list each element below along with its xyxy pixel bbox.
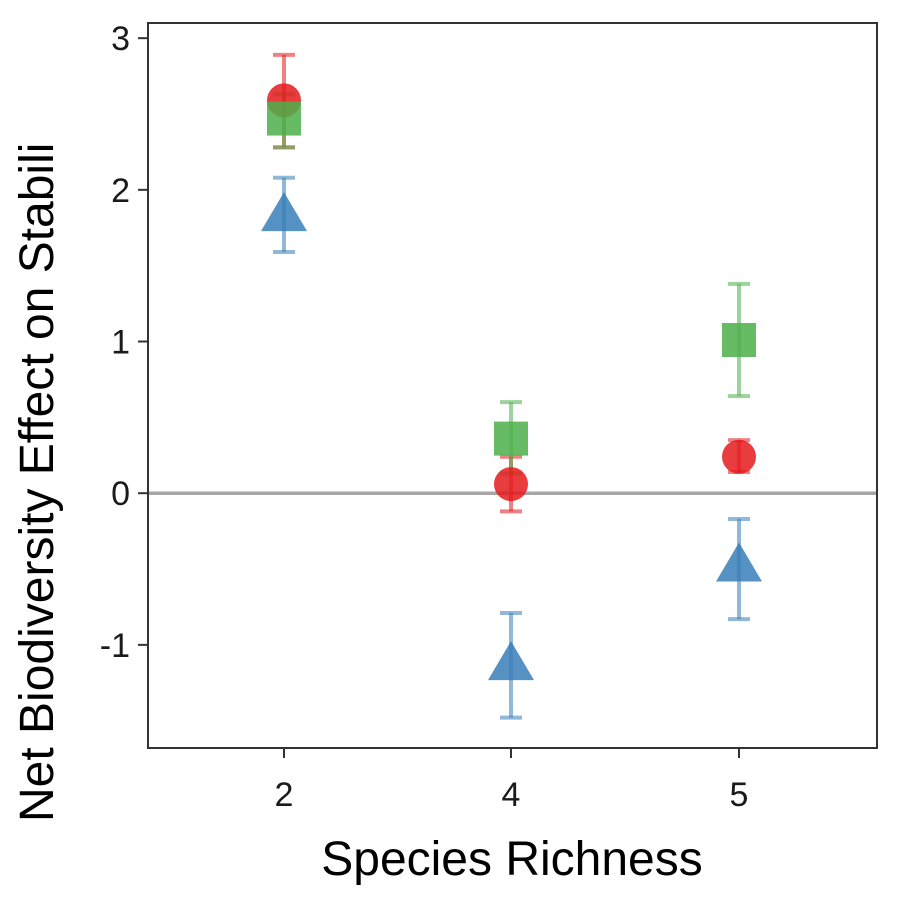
data-point-triangle [488, 641, 534, 681]
y-tick-label: 0 [111, 475, 130, 513]
x-axis-title: Species Richness [321, 833, 703, 886]
x-tick-label: 5 [730, 776, 749, 814]
axes: 3 2 1 0 -1 2 4 5 [100, 20, 878, 814]
data-point-square [267, 101, 301, 136]
plot-area [148, 52, 877, 720]
data-point-circle [494, 467, 528, 502]
data-point-circle [722, 439, 756, 474]
x-tick-label: 2 [275, 776, 294, 814]
x-tick-label: 4 [502, 776, 521, 814]
y-axis-title: Net Biodiversity Effect on Stabili [11, 143, 64, 822]
y-tick-label: 3 [111, 20, 130, 58]
y-tick-label: 1 [111, 324, 130, 362]
plot-panel-border [147, 22, 878, 749]
data-point-triangle [261, 192, 307, 232]
data-point-square [722, 322, 756, 357]
y-tick-label: -1 [100, 627, 130, 665]
data-point-square [494, 421, 528, 456]
data-point-triangle [716, 542, 762, 582]
y-tick-label: 2 [111, 172, 130, 210]
